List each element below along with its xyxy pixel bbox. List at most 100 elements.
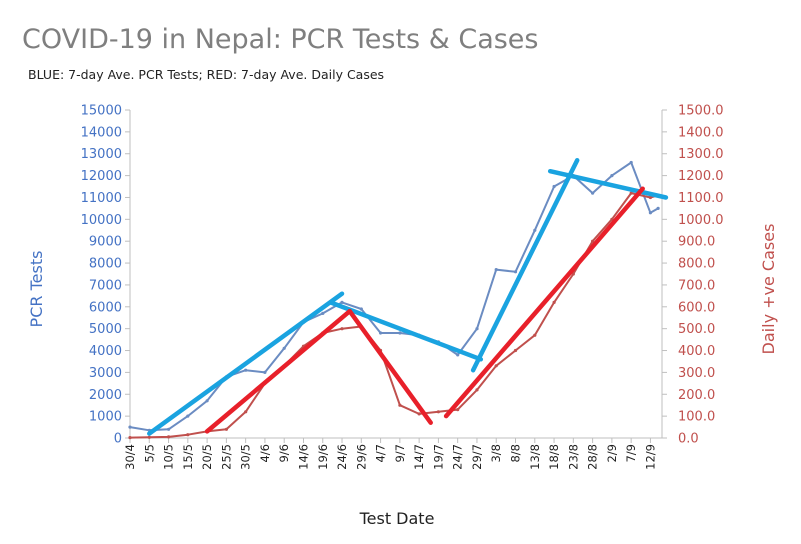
x-tick-label: 3/8 bbox=[489, 444, 503, 463]
y-tick-label-left: 11000 bbox=[81, 191, 122, 206]
x-tick-label: 14/7 bbox=[412, 444, 426, 470]
y-tick-label-left: 8000 bbox=[89, 257, 122, 272]
data-point bbox=[186, 414, 190, 418]
x-tick-label: 18/8 bbox=[547, 444, 561, 470]
chart-subtitle: BLUE: 7-day Ave. PCR Tests; RED: 7-day A… bbox=[28, 67, 385, 82]
cases-trend-line bbox=[204, 308, 352, 434]
data-point bbox=[244, 368, 248, 372]
x-tick-label: 25/5 bbox=[219, 444, 233, 470]
data-point bbox=[648, 195, 653, 200]
y-axis-label-left: PCR Tests bbox=[27, 251, 46, 328]
data-point bbox=[186, 433, 190, 437]
x-tick-label: 4/7 bbox=[374, 444, 388, 463]
x-tick-label: 5/5 bbox=[142, 444, 156, 463]
y-tick-label-right: 1100.0 bbox=[678, 191, 724, 206]
y-tick-label-right: 0.0 bbox=[678, 432, 699, 447]
data-point bbox=[244, 410, 248, 414]
y-tick-label-left: 4000 bbox=[89, 344, 122, 359]
data-point bbox=[282, 346, 286, 350]
tests-trend-line bbox=[328, 300, 484, 362]
data-point bbox=[656, 206, 660, 210]
y-tick-label-left: 1000 bbox=[89, 410, 122, 425]
x-tick-label: 7/9 bbox=[624, 444, 638, 463]
y-tick-label-right: 1300.0 bbox=[678, 147, 724, 162]
y-tick-label-right: 1500.0 bbox=[678, 104, 724, 119]
y-tick-label-right: 900.0 bbox=[678, 235, 715, 250]
y-tick-label-right: 800.0 bbox=[678, 257, 715, 272]
y-tick-label-right: 100.0 bbox=[678, 410, 715, 425]
series-line bbox=[129, 192, 659, 439]
data-point bbox=[591, 191, 595, 195]
y-tick-label-right: 1000.0 bbox=[678, 213, 724, 228]
x-tick-label: 14/6 bbox=[296, 444, 310, 470]
x-tick-label: 9/7 bbox=[393, 444, 407, 463]
y-tick-label-left: 14000 bbox=[81, 125, 122, 140]
x-tick-label: 2/9 bbox=[605, 444, 619, 463]
data-point bbox=[591, 239, 595, 243]
data-point bbox=[398, 403, 402, 407]
x-tick-label: 30/5 bbox=[239, 444, 253, 470]
data-point bbox=[552, 184, 556, 189]
data-point bbox=[456, 408, 460, 412]
data-point bbox=[128, 436, 132, 440]
y-tick-label-left: 0 bbox=[114, 432, 122, 447]
y-tick-label-right: 1200.0 bbox=[678, 169, 724, 184]
tick-labels: 0 1000 2000 3000 4000 5000 6000 7000 8000 9000 100… bbox=[81, 104, 724, 470]
x-tick-label: 19/7 bbox=[431, 444, 445, 470]
data-point bbox=[513, 270, 518, 274]
y-tick-label-left: 2000 bbox=[89, 388, 122, 403]
y-tick-label-right: 500.0 bbox=[678, 322, 715, 337]
y-tick-label-right: 400.0 bbox=[678, 344, 715, 359]
data-point bbox=[359, 307, 363, 311]
data-point bbox=[167, 427, 171, 431]
x-tick-label: 12/9 bbox=[643, 444, 657, 470]
y-tick-label-left: 6000 bbox=[89, 300, 122, 315]
y-tick-label-left: 7000 bbox=[89, 278, 122, 293]
x-tick-label: 28/8 bbox=[586, 444, 600, 470]
y-tick-label-left: 9000 bbox=[89, 235, 122, 250]
x-tick-label: 24/7 bbox=[451, 444, 465, 470]
data-series bbox=[128, 160, 660, 440]
data-point bbox=[147, 435, 151, 439]
y-tick-label-left: 13000 bbox=[81, 147, 122, 162]
y-axis-label-right: Daily +ve Cases bbox=[759, 224, 778, 355]
data-point bbox=[456, 353, 460, 357]
y-tick-label-right: 200.0 bbox=[678, 388, 715, 403]
data-point bbox=[629, 160, 633, 165]
x-tick-label: 24/6 bbox=[335, 444, 349, 470]
x-tick-label: 10/5 bbox=[162, 444, 176, 470]
y-tick-label-left: 5000 bbox=[89, 322, 122, 337]
cases-trend-line bbox=[443, 186, 645, 419]
x-tick-label: 4/6 bbox=[258, 444, 272, 463]
data-point bbox=[379, 331, 383, 335]
data-point bbox=[629, 191, 633, 195]
y-tick-label-left: 15000 bbox=[81, 104, 122, 119]
data-point bbox=[475, 327, 479, 331]
data-point bbox=[610, 174, 614, 178]
axes bbox=[125, 109, 667, 443]
data-point bbox=[224, 427, 228, 431]
data-point bbox=[494, 268, 498, 272]
x-tick-label: 15/5 bbox=[181, 444, 195, 470]
data-point bbox=[128, 425, 132, 429]
y-tick-label-right: 700.0 bbox=[678, 278, 715, 293]
data-point bbox=[263, 370, 267, 374]
x-tick-label: 8/8 bbox=[509, 444, 523, 463]
data-point bbox=[167, 435, 171, 439]
cases-trend-line bbox=[347, 308, 433, 425]
y-tick-label-right: 300.0 bbox=[678, 366, 715, 381]
data-point bbox=[552, 300, 556, 304]
data-point bbox=[417, 412, 421, 416]
data-point bbox=[398, 331, 402, 335]
trend-lines bbox=[147, 158, 669, 436]
x-tick-label: 29/6 bbox=[354, 444, 368, 470]
data-point bbox=[340, 327, 344, 331]
y-tick-label-left: 10000 bbox=[81, 213, 122, 228]
x-tick-label: 9/6 bbox=[277, 444, 291, 463]
x-tick-label: 13/8 bbox=[528, 444, 542, 470]
data-point bbox=[475, 388, 479, 392]
y-tick-label-right: 1400.0 bbox=[678, 125, 724, 140]
y-tick-label-left: 3000 bbox=[89, 366, 122, 381]
x-tick-label: 19/6 bbox=[316, 444, 330, 470]
data-point bbox=[205, 399, 209, 403]
